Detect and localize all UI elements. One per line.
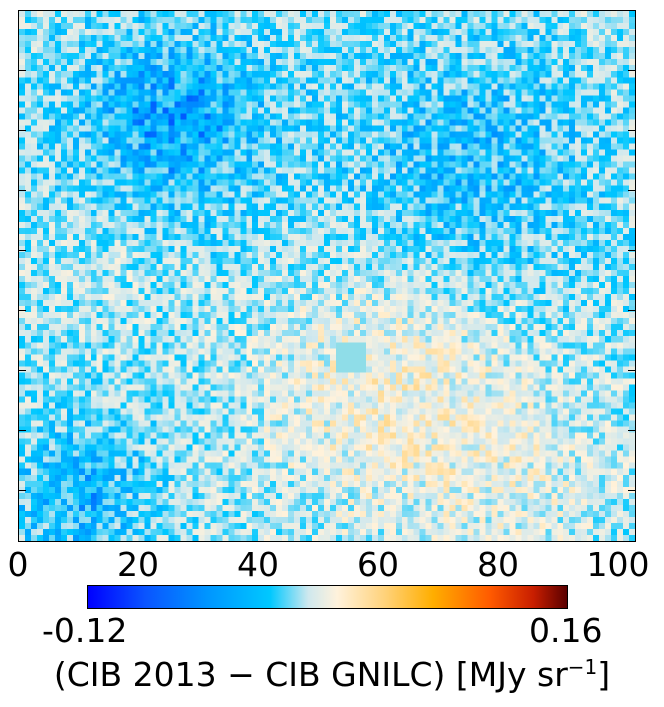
y-tick-mark <box>628 130 636 131</box>
heatmap-cells <box>19 11 635 541</box>
colorbar-title-close: ] <box>597 655 611 694</box>
y-tick-mark <box>18 190 26 191</box>
colorbar <box>87 585 568 609</box>
x-tick-label: 60 <box>357 545 399 584</box>
heatmap-plot <box>18 10 636 542</box>
y-tick-mark <box>18 430 26 431</box>
y-tick-mark <box>628 310 636 311</box>
y-tick-mark <box>628 70 636 71</box>
x-tick-label: 40 <box>237 545 279 584</box>
colorbar-min-label: -0.12 <box>42 611 128 650</box>
y-tick-mark <box>628 430 636 431</box>
y-tick-mark <box>18 490 26 491</box>
y-tick-mark <box>18 130 26 131</box>
colorbar-title-main: (CIB 2013 − CIB GNILC) [MJy sr <box>53 655 568 694</box>
x-tick-label: 80 <box>477 545 519 584</box>
y-tick-mark <box>628 370 636 371</box>
y-tick-mark <box>18 250 26 251</box>
x-tick-label: 100 <box>586 545 650 584</box>
y-tick-mark <box>628 190 636 191</box>
y-tick-mark <box>18 70 26 71</box>
y-tick-mark <box>18 310 26 311</box>
x-tick-label: 20 <box>117 545 159 584</box>
y-tick-mark <box>628 490 636 491</box>
y-tick-mark <box>18 370 26 371</box>
colorbar-title: (CIB 2013 − CIB GNILC) [MJy sr−1] <box>0 657 664 691</box>
x-tick-label: 0 <box>7 545 29 584</box>
colorbar-title-exponent: −1 <box>567 655 598 679</box>
colorbar-max-label: 0.16 <box>529 611 603 650</box>
y-tick-mark <box>628 250 636 251</box>
